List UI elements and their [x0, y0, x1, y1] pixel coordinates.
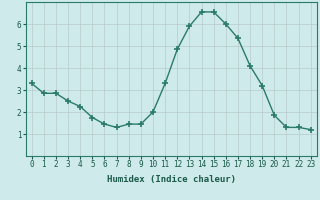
X-axis label: Humidex (Indice chaleur): Humidex (Indice chaleur): [107, 175, 236, 184]
